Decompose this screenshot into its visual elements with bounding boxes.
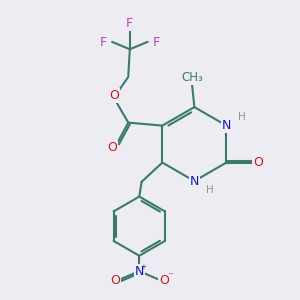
Text: F: F <box>126 17 134 30</box>
Text: O: O <box>253 156 263 169</box>
Text: O: O <box>159 274 169 287</box>
Text: N: N <box>190 175 199 188</box>
Text: F: F <box>153 36 160 49</box>
Text: O: O <box>110 274 120 287</box>
Text: N: N <box>135 265 144 278</box>
Text: H: H <box>206 185 214 195</box>
Text: O: O <box>108 141 118 154</box>
Text: N: N <box>222 119 231 132</box>
Text: O: O <box>110 89 119 102</box>
Text: H: H <box>238 112 246 122</box>
Text: CH₃: CH₃ <box>181 71 203 84</box>
Text: ⁻: ⁻ <box>167 272 173 281</box>
Text: F: F <box>100 36 107 49</box>
Text: +: + <box>140 264 146 270</box>
